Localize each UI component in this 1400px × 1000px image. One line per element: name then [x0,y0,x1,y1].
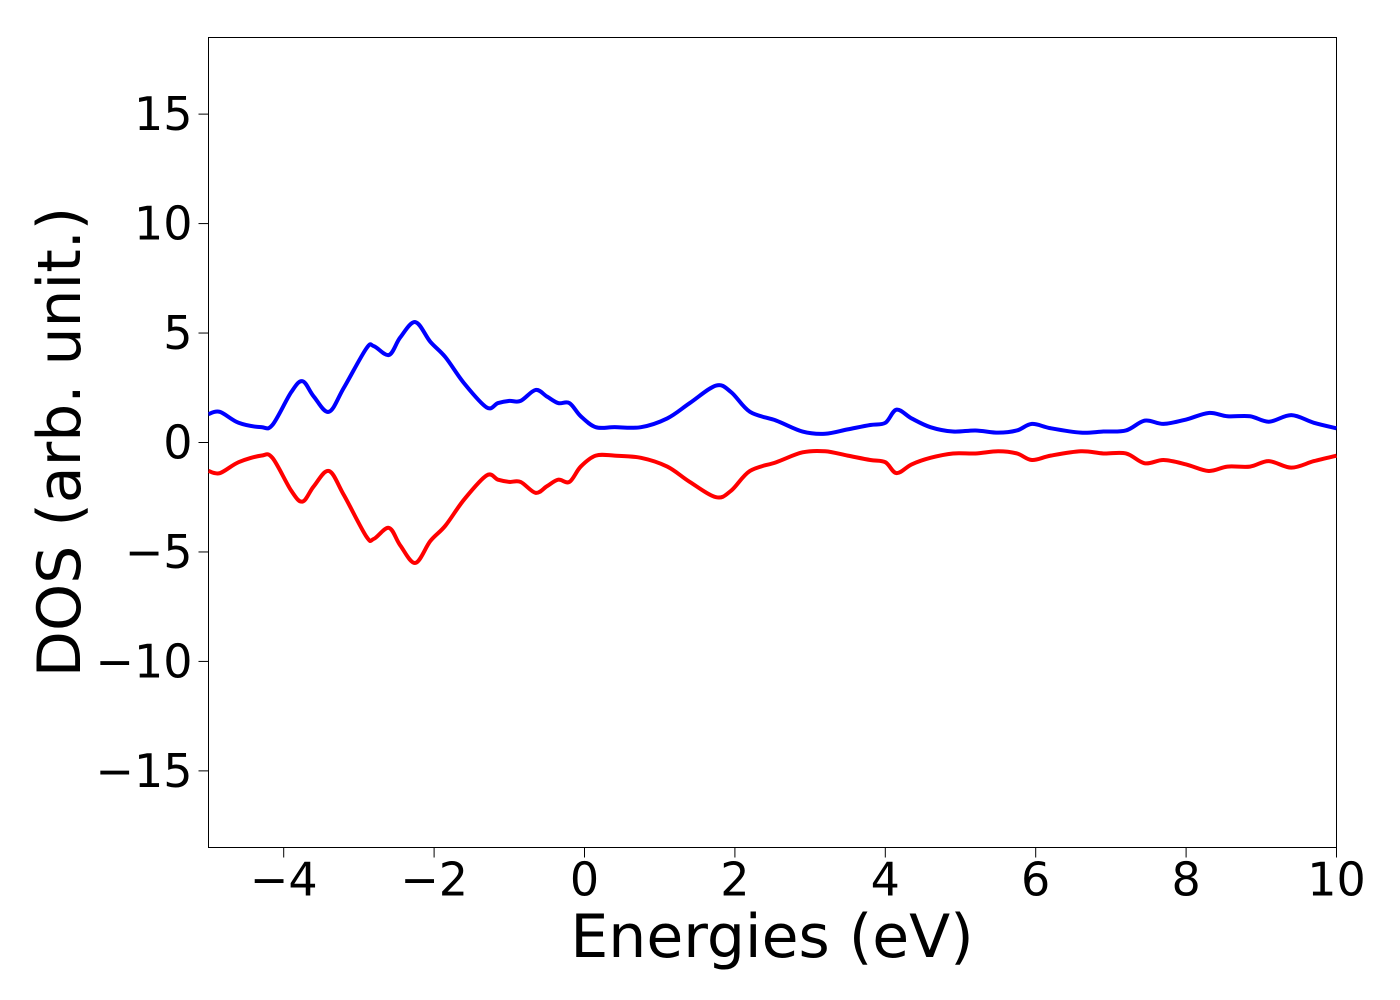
y-tick-label: 5 [163,306,192,360]
y-axis-label: DOS (arb. unit.) [25,207,95,677]
series-line-0 [207,320,1337,436]
x-axis-label: Energies (eV) [570,902,973,972]
y-tick-label: −15 [95,744,192,798]
y-tick-label: −10 [95,634,192,688]
x-tick-label: 0 [570,853,599,907]
x-tick-label: 6 [1021,853,1050,907]
x-tick-label: 2 [720,853,749,907]
y-tick-label: 0 [163,416,192,470]
y-tick-label: −5 [125,525,193,579]
y-tick-label: 15 [134,87,193,141]
series-line-1 [207,448,1337,565]
x-tick-label: 4 [871,853,900,907]
series-layer [207,320,1337,565]
x-tick-label: −2 [400,853,468,907]
y-axis-ticks: 15 10 5 0 −5 −10 −15 [95,87,209,798]
y-tick-label: 10 [134,197,193,251]
x-tick-label: 8 [1171,853,1200,907]
x-tick-label: 10 [1307,853,1366,907]
x-axis-ticks: −4 −2 0 2 4 6 8 10 [250,847,1366,907]
x-tick-label: −4 [250,853,318,907]
plot-area-frame [208,37,1337,848]
